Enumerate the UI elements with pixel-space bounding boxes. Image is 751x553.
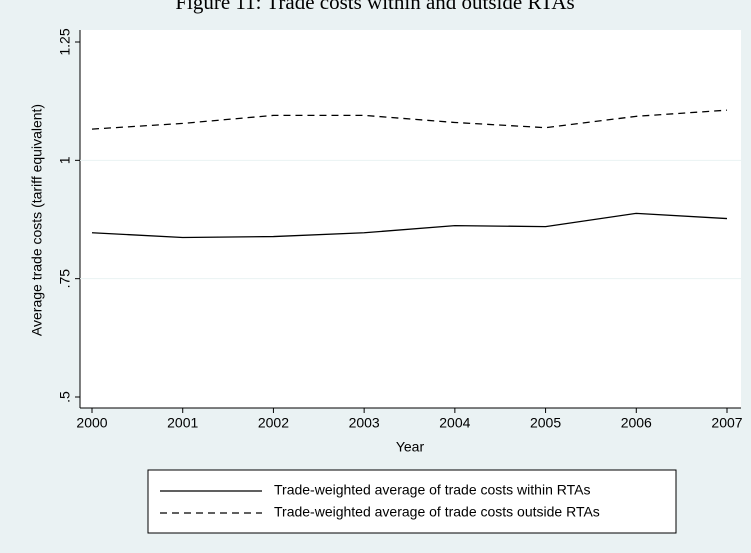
series-line <box>91 109 728 130</box>
x-tick-label: 2003 <box>349 415 380 431</box>
y-tick-label: 1 <box>57 156 73 164</box>
x-tick-label: 2005 <box>530 415 561 431</box>
x-tick-label: 2006 <box>621 415 652 431</box>
y-tick-label: .75 <box>57 269 73 289</box>
plot-area <box>80 30 741 408</box>
chart-title: Figure 11: Trade costs within and outsid… <box>175 0 574 14</box>
legend <box>147 469 677 534</box>
x-tick-label: 2007 <box>711 415 742 431</box>
x-tick-label: 2001 <box>167 415 198 431</box>
legend-label: Trade-weighted average of trade costs ou… <box>274 504 600 520</box>
series-line <box>91 212 728 239</box>
y-tick-label: 1.25 <box>57 28 73 55</box>
x-tick-label: 2004 <box>439 415 470 431</box>
legend-label: Trade-weighted average of trade costs wi… <box>274 482 590 498</box>
x-axis-label: Year <box>396 439 425 455</box>
y-axis-label: Average trade costs (tariff equivalent) <box>29 104 45 336</box>
x-tick-label: 2000 <box>76 415 107 431</box>
x-tick-label: 2002 <box>258 415 289 431</box>
y-tick-label: .5 <box>57 391 73 403</box>
